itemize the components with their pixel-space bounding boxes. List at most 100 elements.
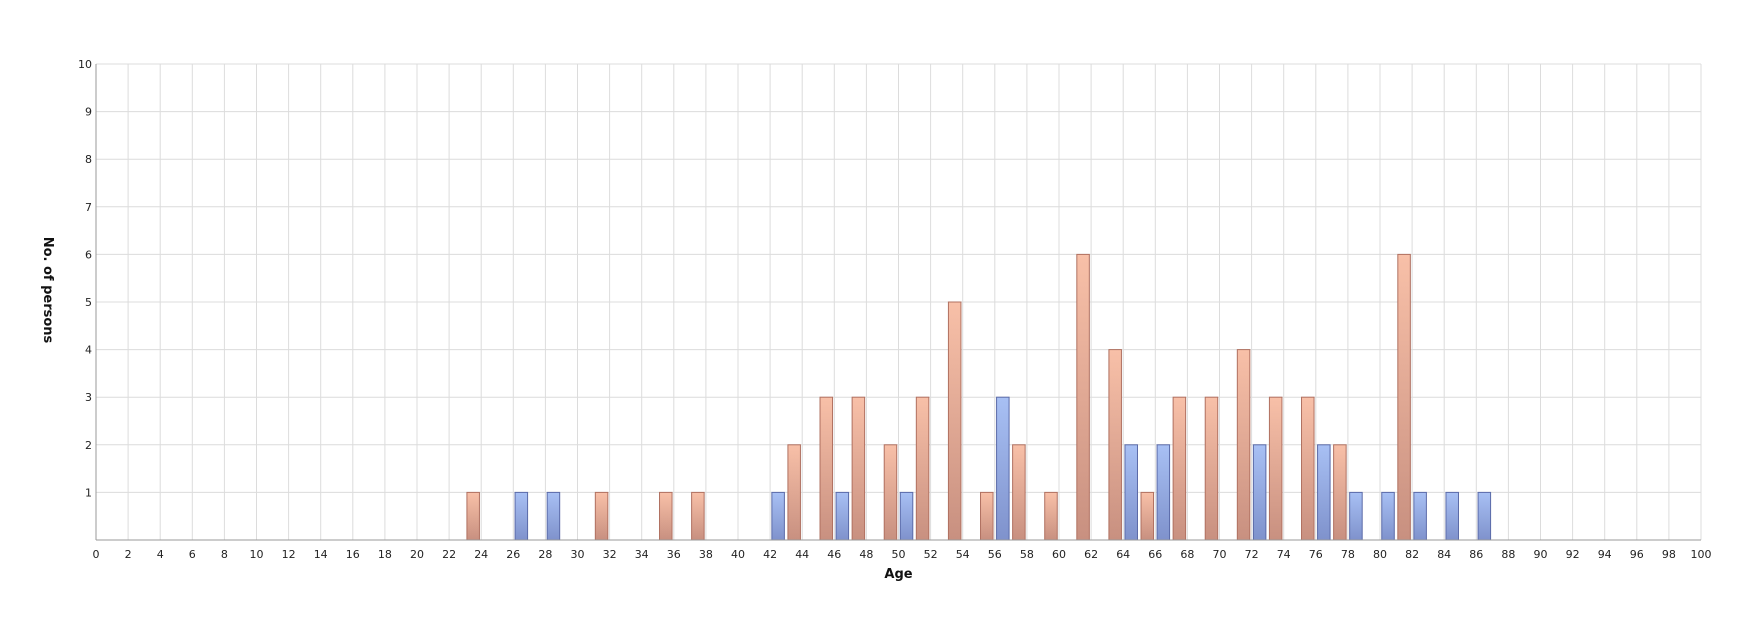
tick-labels: 0 2 4 6 8 10 12 14 16 18 20 22 24 26 28 30 32 34 36 38 40 42 4… — [78, 58, 1712, 561]
x-tick-label-64: 64 — [1116, 548, 1130, 561]
y-tick-label-7: 7 — [85, 201, 92, 214]
x-tick-label-84: 84 — [1437, 548, 1451, 561]
x-tick-label-40: 40 — [731, 548, 745, 561]
bar-age-82.5-series-1 — [1413, 491, 1427, 541]
x-tick-label-62: 62 — [1084, 548, 1098, 561]
x-tick-label-20: 20 — [410, 548, 424, 561]
x-tick-label-46: 46 — [827, 548, 841, 561]
x-tick-label-70: 70 — [1213, 548, 1227, 561]
bar-age-72.5-series-1 — [1252, 444, 1267, 541]
bar-age-69.5-series-0 — [1204, 396, 1219, 541]
x-tick-label-56: 56 — [988, 548, 1002, 561]
bar-age-46.5-series-1 — [835, 491, 850, 541]
bar-age-57.5-series-0 — [1012, 444, 1026, 541]
bar-age-35.5-series-0 — [659, 491, 673, 541]
bar-age-66.5-series-1 — [1156, 444, 1171, 541]
bar-age-84.5-series-1 — [1445, 491, 1459, 541]
x-tick-label-80: 80 — [1373, 548, 1387, 561]
x-tick-label-52: 52 — [924, 548, 938, 561]
y-tick-label-3: 3 — [85, 391, 92, 404]
bar-age-67.5-series-0 — [1172, 396, 1187, 541]
x-tick-label-2: 2 — [125, 548, 132, 561]
y-tick-label-6: 6 — [85, 248, 92, 261]
axes — [95, 64, 1701, 541]
bar-age-77.5-series-0 — [1333, 444, 1347, 541]
x-tick-label-88: 88 — [1501, 548, 1515, 561]
grid — [95, 63, 1702, 540]
x-tick-label-48: 48 — [859, 548, 873, 561]
x-tick-label-98: 98 — [1662, 548, 1676, 561]
y-tick-label-9: 9 — [85, 106, 92, 119]
x-tick-label-38: 38 — [699, 548, 713, 561]
bar-age-65.5-series-0 — [1140, 491, 1155, 541]
x-tick-label-4: 4 — [157, 548, 164, 561]
x-tick-label-10: 10 — [250, 548, 264, 561]
x-tick-label-96: 96 — [1630, 548, 1644, 561]
x-tick-label-72: 72 — [1245, 548, 1259, 561]
x-tick-label-0: 0 — [93, 548, 100, 561]
x-tick-label-58: 58 — [1020, 548, 1034, 561]
bar-age-75.5-series-0 — [1301, 396, 1315, 541]
bar-age-23.5-series-0 — [466, 491, 480, 541]
bar-age-43.5-series-0 — [787, 444, 801, 541]
bar-age-28.5-series-1 — [546, 491, 561, 541]
bar-age-61.5-series-0 — [1076, 253, 1090, 541]
bar-age-64.5-series-1 — [1124, 444, 1138, 541]
x-tick-label-18: 18 — [378, 548, 392, 561]
bar-age-86.5-series-1 — [1477, 491, 1492, 541]
x-tick-label-32: 32 — [603, 548, 617, 561]
x-tick-label-28: 28 — [538, 548, 552, 561]
bar-age-55.5-series-0 — [980, 491, 994, 541]
x-tick-label-24: 24 — [474, 548, 488, 561]
bar-age-26.5-series-1 — [514, 491, 529, 541]
y-tick-label-2: 2 — [85, 439, 92, 452]
y-tick-label-4: 4 — [85, 344, 92, 357]
bar-age-37.5-series-0 — [691, 491, 705, 541]
x-tick-label-26: 26 — [506, 548, 520, 561]
x-tick-label-42: 42 — [763, 548, 777, 561]
bar-age-50.5-series-1 — [899, 491, 914, 541]
y-tick-label-1: 1 — [85, 486, 92, 499]
bar-age-71.5-series-0 — [1236, 349, 1251, 541]
x-tick-label-66: 66 — [1148, 548, 1162, 561]
y-axis-title: No. of persons — [40, 237, 55, 344]
x-tick-label-76: 76 — [1309, 548, 1323, 561]
x-tick-label-6: 6 — [189, 548, 196, 561]
x-tick-label-54: 54 — [956, 548, 970, 561]
x-tick-label-94: 94 — [1598, 548, 1612, 561]
bar-age-81.5-series-0 — [1397, 253, 1411, 541]
bar-age-31.5-series-0 — [594, 491, 609, 541]
x-tick-label-60: 60 — [1052, 548, 1066, 561]
y-tick-label-10: 10 — [78, 58, 92, 71]
bar-age-76.5-series-1 — [1317, 444, 1331, 541]
x-tick-label-50: 50 — [892, 548, 906, 561]
y-tick-label-8: 8 — [85, 153, 92, 166]
bar-age-63.5-series-0 — [1108, 349, 1122, 541]
bar-age-78.5-series-1 — [1349, 491, 1363, 541]
bar-age-53.5-series-0 — [947, 301, 962, 541]
x-tick-label-74: 74 — [1277, 548, 1291, 561]
bar-age-51.5-series-0 — [915, 396, 930, 541]
x-tick-label-78: 78 — [1341, 548, 1355, 561]
x-tick-label-12: 12 — [282, 548, 296, 561]
x-tick-label-30: 30 — [571, 548, 585, 561]
bar-age-49.5-series-0 — [883, 444, 898, 541]
bar-age-47.5-series-0 — [851, 396, 866, 541]
x-tick-label-8: 8 — [221, 548, 228, 561]
bar-age-42.5-series-1 — [771, 491, 785, 541]
x-tick-label-86: 86 — [1469, 548, 1483, 561]
x-tick-label-14: 14 — [314, 548, 328, 561]
x-axis-title: Age — [884, 567, 912, 582]
x-tick-label-100: 100 — [1691, 548, 1712, 561]
x-tick-label-22: 22 — [442, 548, 456, 561]
x-tick-label-90: 90 — [1534, 548, 1548, 561]
bar-age-56.5-series-1 — [996, 396, 1010, 541]
y-tick-label-5: 5 — [85, 296, 92, 309]
bar-age-73.5-series-0 — [1268, 396, 1283, 541]
x-tick-label-68: 68 — [1180, 548, 1194, 561]
bars — [466, 253, 1492, 541]
bar-age-45.5-series-0 — [819, 396, 834, 541]
x-tick-label-34: 34 — [635, 548, 649, 561]
x-tick-label-92: 92 — [1566, 548, 1580, 561]
